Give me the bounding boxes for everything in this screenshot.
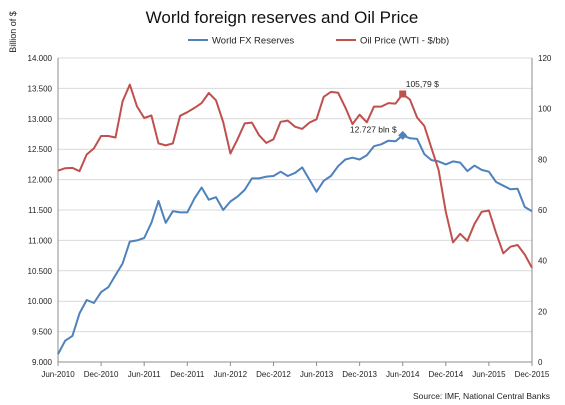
left-tick-label: 10.000 bbox=[28, 297, 53, 306]
left-tick-label: 13.500 bbox=[28, 84, 53, 93]
x-tick-label: Jun-2013 bbox=[300, 370, 334, 379]
x-tick-label: Dec-2014 bbox=[428, 370, 463, 379]
oil-peak-label: 105,79 $ bbox=[406, 79, 439, 89]
left-tick-label: 14.000 bbox=[28, 54, 53, 63]
axes bbox=[57, 58, 533, 363]
x-tick-label: Jun-2012 bbox=[214, 370, 248, 379]
x-tick-label: Jun-2014 bbox=[386, 370, 420, 379]
series-layer bbox=[57, 83, 533, 355]
right-tick-label: 0 bbox=[538, 358, 543, 367]
x-tick-label: Jun-2015 bbox=[472, 370, 506, 379]
source-note: Source: IMF, National Central Banks bbox=[413, 391, 550, 401]
legend-label-2: Oil Price (WTI - $/bb) bbox=[360, 36, 449, 47]
x-tick-label: Dec-2011 bbox=[170, 370, 205, 379]
x-tick-label: Jun-2011 bbox=[128, 370, 161, 379]
series-line-1 bbox=[57, 134, 533, 355]
x-axis-ticks: Jun-2010 Dec-2010 Jun-2011 Dec-2011 Jun-2012… bbox=[41, 362, 550, 379]
left-tick-label: 13.000 bbox=[28, 115, 53, 124]
right-tick-label: 20 bbox=[538, 307, 547, 316]
series-line-2 bbox=[57, 83, 533, 269]
chart-title: World foreign reserves and Oil Price bbox=[146, 8, 419, 27]
left-tick-label: 10.500 bbox=[28, 267, 53, 276]
reserves-peak-label: 12.727 bln $ bbox=[350, 124, 397, 134]
annotations: 105,79 $ 12.727 bln $ bbox=[350, 79, 439, 140]
right-tick-label: 100 bbox=[538, 105, 552, 114]
right-tick-label: 40 bbox=[538, 257, 547, 266]
reserves-peak-marker bbox=[398, 130, 408, 140]
gridlines bbox=[58, 57, 532, 363]
y-axis-label: Billion of $ bbox=[8, 11, 18, 53]
right-axis-ticks: 0 20 40 60 80 100 120 bbox=[538, 54, 552, 367]
x-tick-label: Dec-2013 bbox=[342, 370, 377, 379]
right-tick-label: 120 bbox=[538, 54, 552, 63]
right-tick-label: 60 bbox=[538, 206, 547, 215]
left-tick-label: 12.500 bbox=[28, 145, 53, 154]
left-tick-label: 11.000 bbox=[28, 236, 52, 245]
left-tick-label: 11.500 bbox=[28, 206, 52, 215]
legend-label-1: World FX Reserves bbox=[212, 36, 294, 47]
oil-peak-marker bbox=[399, 90, 407, 98]
left-tick-label: 9.000 bbox=[32, 358, 53, 367]
right-tick-label: 80 bbox=[538, 155, 547, 164]
x-tick-label: Dec-2015 bbox=[515, 370, 550, 379]
x-tick-label: Dec-2010 bbox=[84, 370, 119, 379]
left-tick-label: 12.000 bbox=[28, 176, 53, 185]
x-tick-label: Jun-2010 bbox=[41, 370, 75, 379]
legend: World FX Reserves Oil Price (WTI - $/bb) bbox=[188, 36, 449, 47]
x-tick-label: Dec-2012 bbox=[256, 370, 291, 379]
left-axis-ticks: 9.000 9.500 10.000 10.500 11.000 11.500 12.000… bbox=[28, 54, 53, 367]
left-tick-label: 9.500 bbox=[32, 328, 53, 337]
